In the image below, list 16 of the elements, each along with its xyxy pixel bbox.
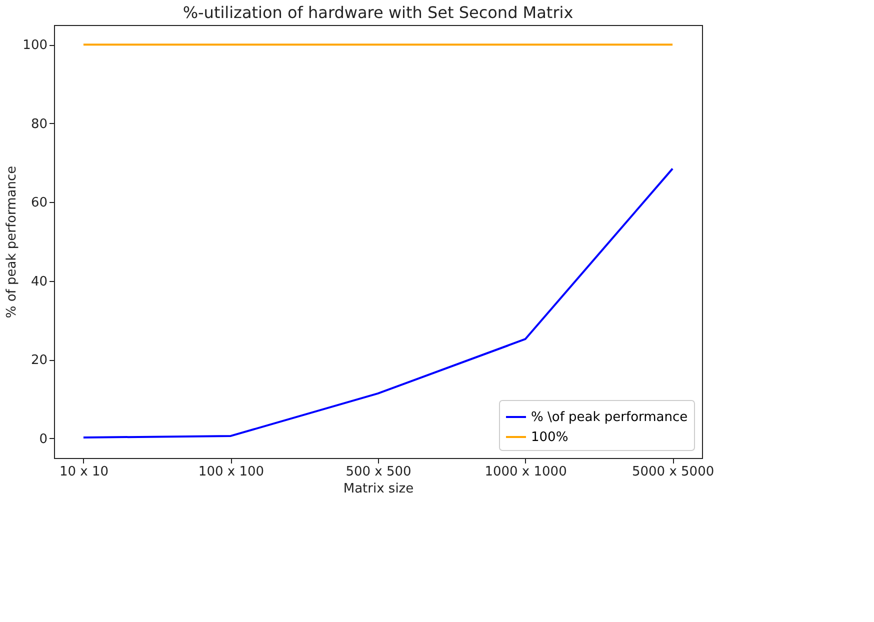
- x-tick-label: 100 x 100: [198, 464, 264, 480]
- y-tick-label: 0: [39, 432, 48, 447]
- x-tick-label: 1000 x 1000: [484, 464, 567, 480]
- y-axis-title: % of peak performance: [4, 166, 20, 318]
- x-tick-label: 5000 x 5000: [632, 464, 714, 480]
- legend-label: 100%: [531, 430, 568, 445]
- x-tick-label: 10 x 10: [59, 464, 108, 480]
- y-tick-label: 40: [30, 274, 48, 290]
- y-tick-label: 20: [30, 353, 48, 368]
- y-tick-label: 80: [30, 116, 48, 132]
- chart-title: %-utilization of hardware with Set Second Matrix: [182, 3, 574, 22]
- y-tick-label: 100: [22, 38, 48, 54]
- x-tick-label: 500 x 500: [346, 464, 412, 480]
- legend-label: % \of peak performance: [531, 410, 688, 425]
- x-axis-title: Matrix size: [343, 482, 414, 496]
- y-tick-label: 60: [30, 196, 48, 211]
